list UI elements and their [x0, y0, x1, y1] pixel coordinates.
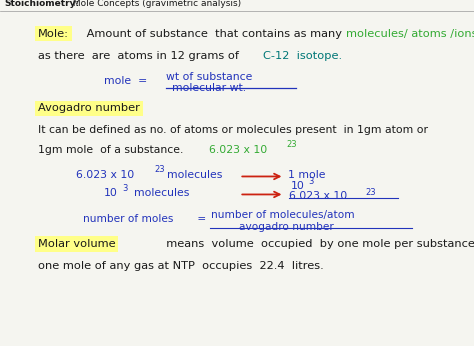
- Text: means  volume  occupied  by one mole per substance.: means volume occupied by one mole per su…: [159, 239, 474, 249]
- Text: 1gm mole  of a substance.: 1gm mole of a substance.: [38, 145, 190, 155]
- Text: 23: 23: [287, 140, 297, 149]
- Text: 3: 3: [122, 184, 128, 193]
- Text: 23: 23: [365, 188, 375, 197]
- Text: 6.023 x 10: 6.023 x 10: [76, 170, 134, 180]
- Text: Molar volume: Molar volume: [38, 239, 116, 249]
- Text: Avogadro number: Avogadro number: [38, 103, 140, 113]
- Text: 10: 10: [104, 188, 118, 198]
- Text: molecules/ atoms /ions: molecules/ atoms /ions: [346, 29, 474, 39]
- Text: 3: 3: [309, 177, 314, 186]
- Text: 1 mole: 1 mole: [288, 170, 326, 180]
- Text: mole  =: mole =: [104, 76, 151, 86]
- Text: number of moles: number of moles: [83, 213, 173, 224]
- Text: molecules: molecules: [160, 170, 223, 180]
- Text: number of molecules/atom: number of molecules/atom: [211, 210, 355, 220]
- Text: wt of substance: wt of substance: [166, 72, 252, 82]
- Text: Stoichiometry:: Stoichiometry:: [5, 0, 80, 8]
- Text: Mole Concepts (gravimetric analysis): Mole Concepts (gravimetric analysis): [70, 0, 241, 8]
- Text: C-12  isotope.: C-12 isotope.: [263, 51, 342, 61]
- Text: 23: 23: [154, 165, 164, 174]
- Text: molecules: molecules: [127, 188, 190, 198]
- Text: =: =: [194, 213, 210, 224]
- Text: avogadro number: avogadro number: [239, 222, 334, 232]
- Text: 10: 10: [291, 181, 304, 191]
- Text: one mole of any gas at NTP  occupies  22.4  litres.: one mole of any gas at NTP occupies 22.4…: [38, 261, 324, 271]
- Text: Amount of substance  that contains as many: Amount of substance that contains as man…: [83, 29, 346, 39]
- Text: as there  are  atoms in 12 grams of: as there are atoms in 12 grams of: [38, 51, 243, 61]
- Text: 6.023 x 10: 6.023 x 10: [289, 191, 347, 201]
- Text: Mole:: Mole:: [38, 29, 69, 39]
- Text: It can be defined as no. of atoms or molecules present  in 1gm atom or: It can be defined as no. of atoms or mol…: [38, 125, 428, 135]
- Text: 6.023 x 10: 6.023 x 10: [209, 145, 267, 155]
- Text: molecular wt.: molecular wt.: [172, 83, 246, 93]
